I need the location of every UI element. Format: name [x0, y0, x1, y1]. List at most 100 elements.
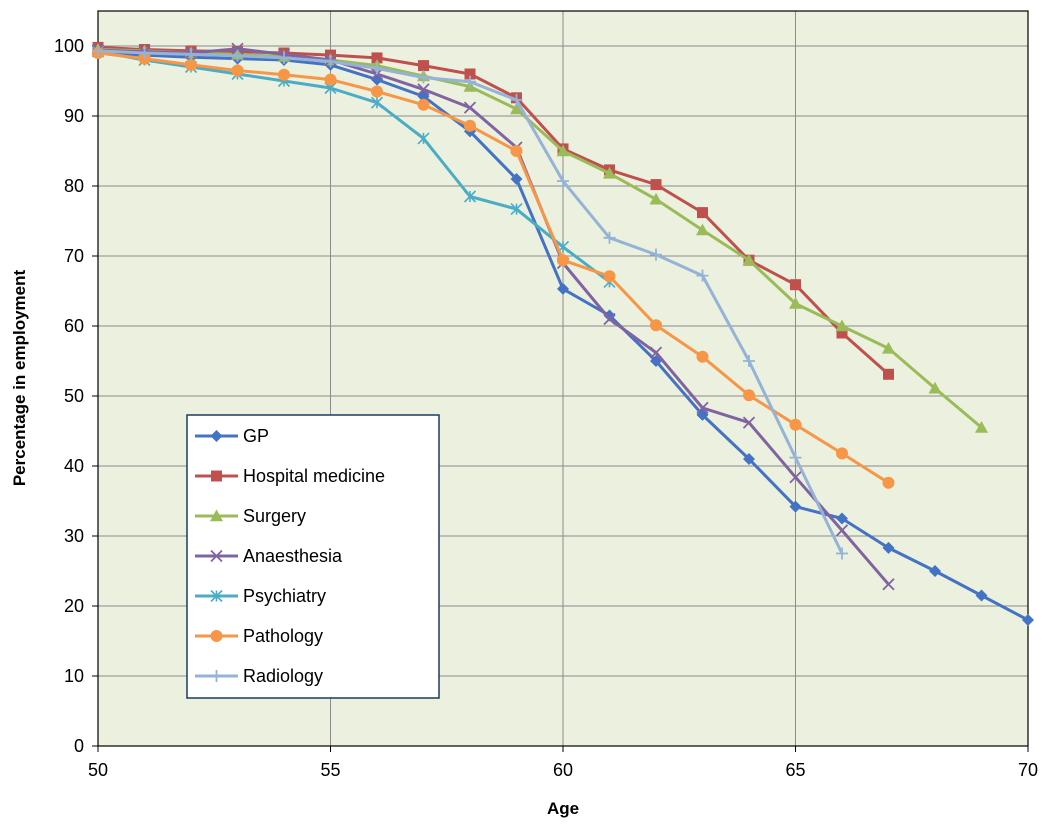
data-point-gp	[975, 589, 988, 602]
data-point-pathology	[650, 319, 662, 332]
legend-label: Anaesthesia	[243, 546, 343, 566]
data-point-surgery	[649, 192, 663, 205]
data-point-psychiatry	[463, 190, 477, 203]
data-point-gp	[743, 453, 755, 465]
x-tick-label: 60	[553, 760, 573, 780]
legend-entry-surgery: Surgery	[195, 506, 306, 526]
data-point-surgery	[742, 253, 756, 266]
data-point-surgery	[556, 144, 570, 157]
data-point-anaesthesia	[417, 83, 430, 96]
data-point-surgery	[835, 319, 849, 332]
series-layer	[91, 41, 1034, 626]
legend-entry-psychiatry: Psychiatry	[195, 586, 326, 606]
data-point-pathology	[278, 68, 290, 81]
data-point-hospital-medicine	[836, 327, 848, 339]
axis-ticks: 0 10 20 30 40 50 60 70 80 90 100 50 55 60 65 70	[54, 36, 1038, 780]
data-point-pathology	[743, 389, 755, 402]
series-line-hospital-medicine	[97, 45, 890, 376]
y-axis-title: Percentage in employment	[10, 269, 29, 486]
data-point-hospital-medicine	[790, 279, 801, 291]
data-point-gp	[1022, 614, 1034, 626]
x-tick-label: 65	[785, 760, 805, 780]
data-point-radiology	[743, 355, 755, 367]
y-tick-label: 40	[64, 456, 84, 476]
data-point-radiology	[603, 231, 616, 244]
data-point-surgery	[696, 223, 709, 236]
data-point-radiology	[92, 44, 104, 57]
data-point-surgery	[603, 166, 616, 179]
legend-swatch-marker	[210, 589, 223, 603]
data-point-pathology	[464, 119, 476, 132]
data-point-pathology	[417, 98, 430, 111]
data-point-anaesthesia	[603, 312, 616, 326]
data-point-surgery	[975, 421, 988, 433]
data-point-radiology	[278, 51, 290, 64]
x-tick-label: 70	[1018, 760, 1038, 780]
data-point-radiology	[789, 451, 802, 464]
data-point-psychiatry	[370, 96, 384, 109]
data-point-surgery	[928, 381, 942, 394]
legend-swatch-marker	[211, 470, 222, 482]
data-point-anaesthesia	[649, 346, 663, 359]
y-tick-label: 100	[54, 36, 84, 56]
data-point-radiology	[138, 47, 151, 59]
data-point-pathology	[231, 64, 244, 77]
data-point-anaesthesia	[231, 42, 244, 55]
data-point-surgery	[789, 297, 802, 309]
data-point-radiology	[185, 48, 197, 61]
x-tick-label: 50	[88, 760, 108, 780]
data-point-gp	[603, 309, 616, 322]
series-radiology	[92, 44, 848, 560]
data-point-radiology	[417, 71, 430, 84]
legend-swatch-marker	[210, 630, 223, 642]
data-point-hospital-medicine	[650, 179, 662, 191]
data-point-anaesthesia	[789, 471, 802, 484]
data-point-radiology	[510, 93, 523, 106]
legend-label: GP	[243, 426, 269, 446]
legend-entry-anaesthesia: Anaesthesia	[195, 546, 343, 566]
data-point-gp	[882, 541, 895, 554]
data-point-anaesthesia	[463, 101, 477, 114]
legend-swatch-marker	[210, 509, 223, 522]
legend-label: Pathology	[243, 626, 323, 646]
data-point-gp	[929, 565, 941, 577]
legend-label: Hospital medicine	[243, 466, 385, 486]
y-tick-label: 20	[64, 596, 84, 616]
x-tick-label: 55	[320, 760, 340, 780]
data-point-anaesthesia	[835, 524, 849, 537]
data-point-pathology	[510, 145, 523, 157]
legend-label: Surgery	[243, 506, 306, 526]
data-point-hospital-medicine	[464, 68, 476, 80]
legend-entry-radiology: Radiology	[195, 666, 323, 686]
data-point-radiology	[650, 248, 662, 261]
legend-swatch-marker	[210, 430, 223, 442]
legend-entry-gp: GP	[195, 426, 269, 446]
data-point-hospital-medicine	[371, 52, 383, 64]
y-tick-label: 0	[74, 736, 84, 756]
data-point-pathology	[557, 254, 569, 267]
series-line-psychiatry	[97, 50, 611, 284]
data-point-pathology	[789, 418, 802, 431]
series-line-anaesthesia	[97, 47, 890, 586]
data-point-hospital-medicine	[697, 207, 708, 219]
legend-label: Psychiatry	[243, 586, 326, 606]
data-point-psychiatry	[510, 203, 523, 216]
data-point-radiology	[371, 62, 383, 75]
y-tick-label: 10	[64, 666, 84, 686]
data-point-pathology	[324, 73, 337, 86]
legend: GP Hospital medicine Surgery Anaesthesia Psy…	[186, 414, 440, 699]
legend-entry-hospital-medicine: Hospital medicine	[195, 466, 385, 486]
data-point-radiology	[696, 269, 709, 282]
data-point-radiology	[836, 547, 848, 560]
legend-label: Radiology	[243, 666, 323, 686]
data-point-pathology	[371, 85, 383, 98]
data-point-gp	[836, 512, 848, 525]
data-point-gp	[789, 500, 802, 513]
data-point-anaesthesia	[696, 401, 709, 415]
data-point-gp	[510, 173, 523, 185]
data-point-psychiatry	[417, 132, 430, 145]
data-point-pathology	[603, 270, 616, 283]
data-point-pathology	[696, 350, 709, 363]
data-point-surgery	[882, 341, 895, 354]
